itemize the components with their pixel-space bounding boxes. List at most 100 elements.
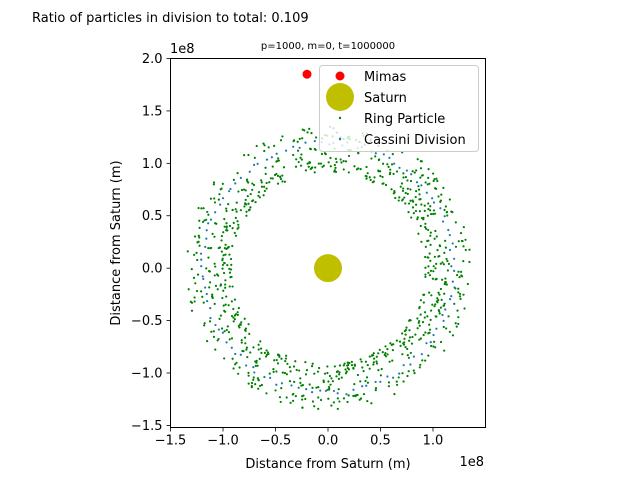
ring-particle-point	[411, 335, 414, 339]
cassini-division-point	[420, 184, 423, 187]
ring-particle-point	[220, 234, 223, 238]
ring-particle-point	[373, 357, 376, 360]
ring-particle-point	[258, 196, 261, 199]
cassini-division-point	[447, 228, 450, 232]
ring-particle-point	[213, 197, 216, 200]
ring-particle-point	[359, 168, 362, 171]
ring-particle-point	[416, 327, 419, 330]
ring-particle-point	[226, 325, 229, 328]
ring-particle-point	[333, 163, 336, 167]
ring-particle-point	[415, 189, 418, 193]
ring-particle-point	[234, 234, 238, 237]
ring-particle-point	[444, 280, 447, 284]
cassini-division-point	[206, 300, 209, 303]
ring-particle-point	[284, 359, 287, 363]
ring-particle-point	[414, 195, 417, 199]
mimas-point	[302, 69, 312, 79]
ring-particle-point	[416, 216, 419, 219]
ring-particle-point	[384, 352, 387, 355]
ring-particle-point	[283, 371, 287, 375]
ring-particle-point	[439, 340, 443, 344]
cassini-division-point	[253, 371, 256, 374]
ring-particle-point	[225, 229, 228, 232]
cassini-division-point	[200, 265, 203, 268]
ring-particle-point	[224, 243, 227, 246]
ring-particle-point	[439, 306, 443, 309]
ring-particle-point	[428, 182, 431, 185]
ring-particle-point	[305, 368, 309, 372]
ring-particle-point	[237, 324, 240, 327]
ring-particle-point	[218, 246, 222, 249]
ring-particle-point	[258, 357, 261, 360]
cassini-division-point	[382, 153, 385, 156]
ring-particle-point	[429, 259, 432, 262]
ring-particle-point	[244, 189, 247, 192]
ring-particle-point	[314, 166, 317, 169]
x-tick-label: 0.0	[318, 434, 339, 449]
ring-particle-point	[205, 218, 208, 221]
y-tick-label: 0.0	[142, 262, 163, 277]
y-tick-label: −1.5	[131, 419, 163, 434]
x-tick-label: 0.5	[370, 434, 391, 449]
ring-particle-point	[406, 347, 409, 351]
ring-particle-point	[460, 239, 464, 243]
ring-particle-point	[404, 175, 407, 179]
ring-particle-point	[447, 315, 450, 318]
cassini-division-point	[393, 162, 396, 165]
cassini-division-point	[441, 220, 445, 223]
ring-particle-point	[265, 392, 268, 395]
ring-particle-point	[247, 374, 250, 377]
ring-particle-point	[345, 370, 348, 373]
ring-particle-point	[299, 164, 303, 167]
ring-particle-point	[440, 298, 443, 302]
ring-particle-point	[196, 258, 199, 262]
ring-particle-point	[316, 370, 320, 373]
ring-particle-point	[389, 342, 392, 345]
ring-particle-point	[402, 172, 405, 175]
ring-particle-point	[401, 189, 405, 193]
ring-particle-point	[462, 225, 465, 229]
ring-particle-point	[299, 381, 302, 385]
ring-particle-point	[291, 399, 295, 403]
ring-particle-point	[224, 279, 227, 282]
ring-particle-point	[265, 353, 269, 356]
ring-particle-point	[424, 222, 427, 225]
x-axis-label: Distance from Saturn (m)	[245, 457, 410, 472]
ring-particle-point	[275, 370, 278, 373]
ring-particle-point	[457, 287, 460, 290]
ring-particle-point	[435, 300, 438, 303]
ring-particle-point	[422, 301, 425, 304]
ring-particle-point	[242, 188, 246, 191]
ring-particle-point	[186, 250, 189, 253]
ring-particle-point	[371, 354, 375, 357]
ring-particle-point	[252, 378, 255, 381]
ring-particle-point	[203, 322, 206, 325]
ring-particle-point	[227, 304, 230, 307]
ring-particle-point	[315, 386, 318, 389]
ring-particle-point	[207, 247, 210, 250]
ring-particle-point	[365, 165, 368, 169]
ring-particle-point	[278, 396, 282, 399]
ring-particle-point	[247, 202, 250, 205]
ring-particle-point	[350, 360, 353, 363]
ring-particle-point	[407, 370, 410, 373]
ring-particle-point	[220, 187, 223, 190]
cassini-division-point	[256, 162, 259, 165]
ring-particle-point	[395, 383, 399, 386]
ring-particle-point	[434, 187, 438, 190]
ring-particle-point	[291, 393, 294, 396]
ring-particle-point	[397, 199, 400, 202]
cassini-division-point	[332, 389, 336, 393]
ring-particle-point	[230, 314, 234, 318]
legend-label-cassini-division: Cassini Division	[364, 133, 466, 148]
ring-particle-point	[457, 316, 460, 319]
ring-particle-point	[353, 165, 356, 168]
ring-particle-point	[301, 406, 304, 409]
ring-particle-point	[326, 365, 329, 368]
ring-particle-point	[329, 383, 332, 386]
legend: Mimas Saturn Ring Particle Cassini Divis…	[319, 65, 479, 152]
ring-particle-point	[226, 264, 229, 267]
ring-particle-point	[379, 174, 382, 178]
legend-label-mimas: Mimas	[364, 70, 406, 85]
ring-particle-point	[424, 266, 427, 269]
